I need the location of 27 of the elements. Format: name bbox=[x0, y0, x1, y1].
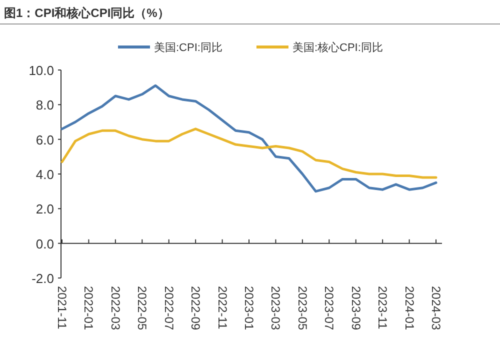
x-tick-label: 2022-07 bbox=[162, 286, 176, 330]
x-tick-label: 2023-07 bbox=[322, 286, 336, 330]
y-tick-label: -2.0 bbox=[32, 271, 54, 286]
line-series bbox=[60, 128, 438, 179]
legend-label: 美国:CPI:同比 bbox=[154, 41, 222, 54]
x-tick-label: 2021-11 bbox=[55, 286, 69, 330]
x-tick-label: 2022-01 bbox=[82, 286, 96, 330]
x-tick-label: 2024-03 bbox=[429, 286, 443, 330]
y-tick-label: 0.0 bbox=[36, 236, 54, 252]
y-tick-label: 8.0 bbox=[36, 98, 54, 113]
y-tick-label: 10.0 bbox=[28, 63, 54, 78]
x-tick-label: 2023-09 bbox=[348, 286, 363, 330]
x-tick-label: 2024-01 bbox=[402, 286, 416, 330]
x-tick-label: 2022-05 bbox=[135, 286, 150, 330]
x-tick-label: 2023-11 bbox=[376, 286, 390, 330]
x-tick-label: 2023-01 bbox=[242, 286, 256, 330]
x-tick-label: 2022-09 bbox=[188, 286, 203, 330]
legend-label: 美国:核心CPI:同比 bbox=[292, 41, 383, 54]
line-series bbox=[60, 84, 438, 193]
y-tick-label: 4.0 bbox=[36, 167, 54, 182]
chart-title: 图1：CPI和核心CPI同比（%） bbox=[4, 6, 170, 20]
y-tick-label: 6.0 bbox=[36, 132, 54, 148]
x-tick-label: 2023-03 bbox=[268, 286, 283, 330]
x-tick-label: 2022-03 bbox=[108, 286, 122, 330]
x-tick-label: 2023-05 bbox=[295, 286, 310, 330]
x-tick-label: 2022-11 bbox=[215, 286, 230, 330]
y-tick-label: 2.0 bbox=[36, 202, 54, 217]
